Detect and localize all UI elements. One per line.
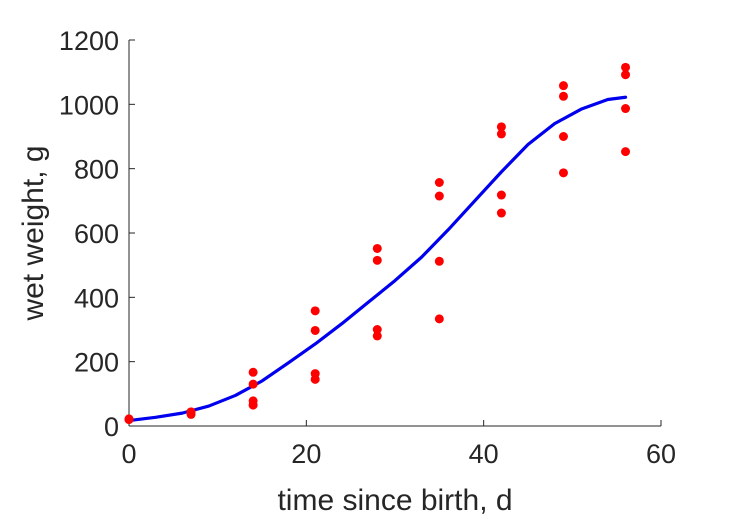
data-point-10 [310, 325, 320, 335]
data-point-5 [248, 396, 258, 406]
data-point-18 [434, 191, 444, 201]
fit-line-group [127, 95, 628, 423]
data-point-28 [621, 147, 631, 157]
ticks [128, 39, 662, 427]
data-point-6 [248, 379, 258, 389]
data-point-14 [372, 255, 382, 265]
data-point-20 [496, 208, 506, 218]
y-tick-label-5: 1000 [59, 90, 119, 120]
points-group [124, 62, 631, 425]
x-tick-label-1: 20 [291, 439, 321, 469]
data-point-24 [558, 168, 568, 178]
data-point-1 [124, 414, 134, 424]
data-point-19 [434, 178, 444, 187]
y-axis-label: wet weight, g [17, 145, 50, 321]
data-point-7 [248, 367, 258, 377]
data-point-13 [372, 325, 382, 334]
data-point-9 [310, 369, 320, 379]
data-point-17 [434, 256, 444, 266]
data-point-12 [372, 331, 382, 341]
y-tick-label-3: 600 [74, 219, 119, 249]
x-tick-label-0: 0 [121, 439, 136, 469]
x-tick-label-3: 60 [646, 439, 676, 469]
data-point-22 [496, 129, 506, 139]
data-point-26 [558, 91, 568, 101]
y-tick-label-4: 800 [74, 155, 119, 185]
y-tick-label-1: 200 [74, 348, 119, 378]
x-tick-label-2: 40 [469, 439, 499, 469]
y-tick-label-6: 1200 [59, 26, 119, 56]
fit-line [127, 95, 628, 423]
data-point-25 [558, 132, 568, 141]
y-tick-label-2: 400 [74, 283, 119, 313]
data-point-3 [186, 407, 196, 417]
data-point-11 [310, 306, 320, 316]
data-point-30 [621, 70, 631, 80]
data-point-29 [621, 104, 631, 114]
data-point-31 [621, 62, 631, 72]
data-point-16 [434, 314, 444, 324]
y-tick-label-0: 0 [104, 412, 119, 442]
axes [128, 40, 661, 427]
data-point-23 [496, 122, 506, 132]
data-point-15 [372, 243, 382, 253]
data-point-27 [558, 81, 568, 91]
data-point-21 [496, 190, 506, 200]
x-axis-label: time since birth, d [277, 484, 512, 517]
